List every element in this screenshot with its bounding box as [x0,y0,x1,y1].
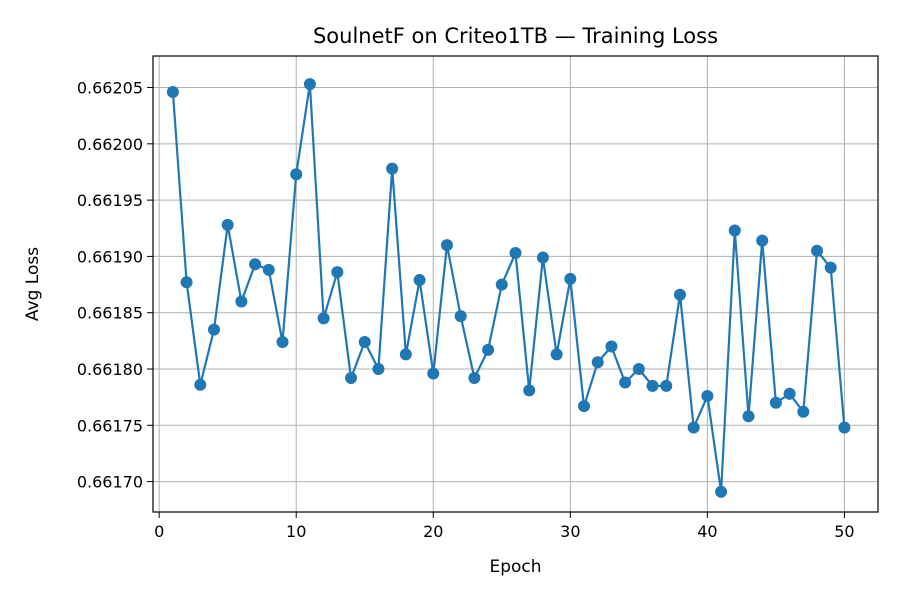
data-point [550,348,563,361]
data-point [811,244,824,257]
data-point [769,396,782,409]
data-point [166,86,179,99]
data-point [728,224,741,237]
data-point [646,379,659,392]
data-point [221,218,234,231]
x-tick-label: 20 [423,522,443,541]
y-tick-label: 0.66170 [77,473,143,492]
data-point [454,310,467,323]
x-tick-label: 50 [834,522,854,541]
y-tick-label: 0.66195 [77,191,143,210]
x-tick-label: 10 [286,522,306,541]
data-point [207,323,220,336]
y-tick-label: 0.66205 [77,79,143,98]
data-point [495,278,508,291]
y-tick-label: 0.66185 [77,304,143,323]
data-point [317,312,330,325]
data-point [262,263,275,276]
data-point [482,343,495,356]
data-point [824,261,837,274]
data-point [578,400,591,413]
data-point [372,363,385,376]
x-axis-label: Epoch [489,557,541,577]
data-point [783,387,796,400]
data-point [276,335,289,348]
x-tick-label: 0 [154,522,164,541]
y-axis-label: Avg Loss [23,247,43,321]
data-point [399,348,412,361]
data-point [303,78,316,91]
data-point [331,266,344,279]
series-layer [166,78,851,498]
data-point [797,405,810,418]
data-point [345,372,358,385]
series-line [171,82,846,493]
data-point [660,379,673,392]
data-point [523,384,536,397]
data-point [591,356,604,369]
data-point [235,295,248,308]
data-point [413,274,426,287]
axes-frame [152,55,879,513]
data-point [536,251,549,264]
data-point [605,340,618,353]
data-point [468,372,481,385]
grid-lines [153,56,878,512]
data-point [509,247,522,260]
data-point [619,376,632,389]
data-point [701,390,714,403]
data-point [742,410,755,423]
y-tick-label: 0.66200 [77,135,143,154]
chart-title: SoulnetF on Criteo1TB — Training Loss [313,24,718,48]
data-point [194,378,207,391]
data-point [715,485,728,498]
data-point [249,258,262,271]
data-point [838,421,851,434]
x-tick-label: 40 [697,522,717,541]
tick-layer: 0 10 20 30 40 50 0.66170 0.66175 0.66180 0.66185 0… [77,79,855,541]
data-point [290,168,303,181]
y-tick-label: 0.66180 [77,360,143,379]
data-point [687,421,700,434]
data-point [673,288,686,301]
data-point [180,276,193,289]
data-point [756,234,769,247]
data-point [358,335,371,348]
x-tick-label: 30 [560,522,580,541]
data-point [632,363,645,376]
data-point [440,239,453,252]
y-tick-label: 0.66175 [77,416,143,435]
data-point [564,272,577,285]
data-point [427,367,440,380]
data-point [386,162,399,175]
y-tick-label: 0.66190 [77,247,143,266]
